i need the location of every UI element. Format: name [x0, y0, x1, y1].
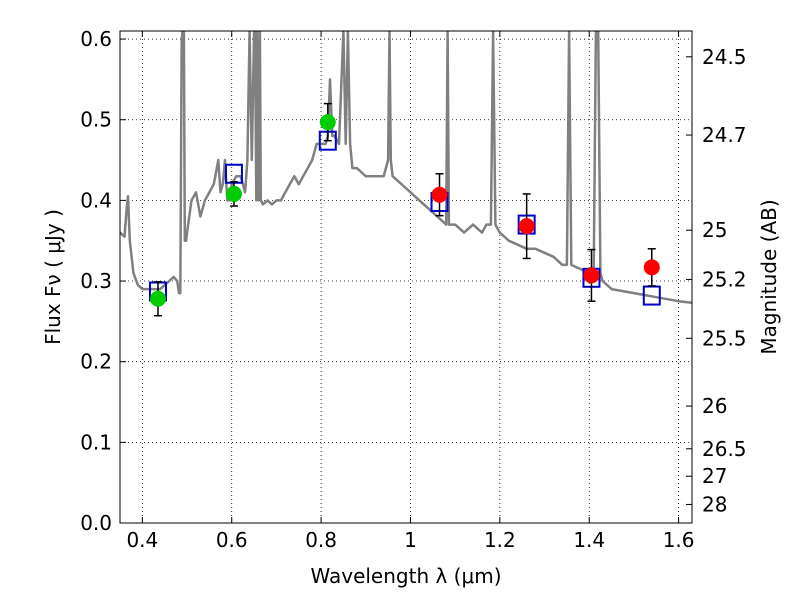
x-tick-label: 1.2 — [484, 528, 516, 552]
y-tick-label: 0.0 — [80, 511, 112, 535]
observed-flux-point — [225, 185, 242, 202]
data-marks — [120, 31, 692, 317]
y2-tick-label: 26 — [702, 394, 727, 418]
y2-tick-label: 27 — [702, 464, 727, 488]
spectrum-line — [120, 31, 692, 305]
observed-flux-point — [149, 290, 166, 307]
y2-tick-label: 25.5 — [702, 326, 747, 350]
y-tick-label: 0.5 — [80, 108, 112, 132]
y-axis-left: 0.0 0.1 0.2 0.3 0.4 0.5 0.6 — [80, 27, 126, 535]
y2-tick-label: 25.2 — [702, 267, 747, 291]
y-tick-label: 0.3 — [80, 269, 112, 293]
observed-flux-point — [431, 186, 448, 203]
y2-tick-label: 26.5 — [702, 437, 747, 461]
observed-flux-point — [518, 218, 535, 235]
y2-tick-label: 24.5 — [702, 45, 747, 69]
y2-tick-label: 28 — [702, 492, 727, 516]
x-tick-label: 1.4 — [573, 528, 605, 552]
x-tick-label: 0.8 — [305, 528, 337, 552]
y2-tick-label: 25 — [702, 218, 727, 242]
observed-flux-point — [319, 114, 336, 131]
y2-axis-title: Magnitude (AB) — [757, 199, 781, 354]
y-tick-label: 0.6 — [80, 27, 112, 51]
y-tick-label: 0.2 — [80, 350, 112, 374]
y2-tick-label: 24.7 — [702, 123, 747, 147]
observed-flux-point — [643, 259, 660, 276]
y-tick-label: 0.1 — [80, 430, 112, 454]
y-axis-right: 24.5 24.7 25 25.2 25.5 26 26.5 27 28 — [686, 45, 747, 516]
x-tick-label: 0.4 — [126, 528, 158, 552]
plot-frame — [119, 30, 693, 524]
x-axis-title: Wavelength λ (μm) — [310, 564, 501, 588]
observed-flux-point — [583, 267, 600, 284]
y-tick-label: 0.4 — [80, 188, 112, 212]
y-axis-title: Flux Fν ( μJy ) — [41, 209, 65, 345]
x-tick-label: 1.6 — [663, 528, 695, 552]
plot-area — [120, 31, 692, 317]
x-tick-label: 0.6 — [216, 528, 248, 552]
x-tick-label: 1 — [404, 528, 417, 552]
x-axis: 0.4 0.6 0.8 1 1.2 1.4 1.6 — [126, 31, 695, 552]
